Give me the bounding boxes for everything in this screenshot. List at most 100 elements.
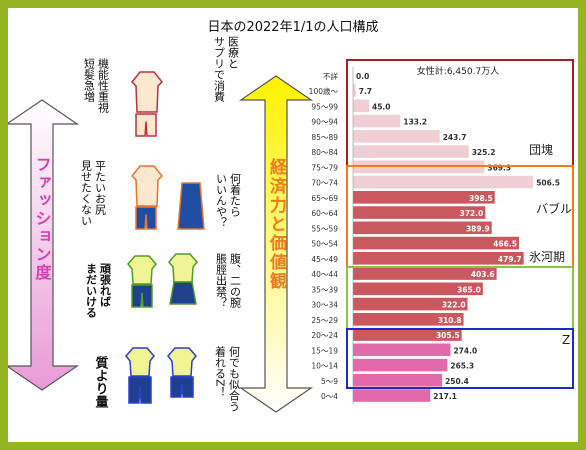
bar [353,297,468,311]
bar-value-label: 479.7 [498,255,522,264]
age-tick-label: 40～44 [311,270,338,279]
population-chart: 不詳 0.0 100歳～ 7.7 95～99 45.0 90～94 133.2 85～89 243… [8,36,574,413]
age-tick-label: 65～69 [311,194,338,203]
age-tick-label: 100歳～ [309,86,339,96]
group-label: バブル [536,201,572,216]
total-annotation: 女性計:6,450.7万人 [417,65,499,77]
bar-value-label: 217.1 [433,392,457,401]
bar [353,206,486,219]
long-skirt-figure [177,182,205,230]
age-tick-label: 60～64 [311,209,338,218]
short-pants-figure [128,376,152,404]
bar [353,313,464,326]
age-tick-label: 15～19 [311,346,338,355]
bar-value-label: 243.7 [443,133,467,142]
note-text: 質より量 [93,355,109,409]
bar [353,236,519,250]
note-text: 機能性重視 [97,57,110,114]
note-text: いいんや？ [215,173,228,228]
age-tick-label: 85～89 [311,133,338,142]
bar-value-label: 45.0 [372,102,391,111]
tank-top-figure [125,347,155,377]
bar-value-label: 322.0 [442,301,466,310]
bar-value-label: 7.7 [359,87,372,96]
bar-value-label: 274.0 [453,346,477,355]
fashion-axis-arrow [8,99,80,391]
bar [353,328,462,341]
age-tick-label: 45～49 [311,255,338,264]
economy-axis-label: 経済力と価値観 [266,157,288,291]
crop-top-figure [167,347,197,377]
bar [353,374,443,387]
age-tick-label: 55～59 [311,224,338,233]
age-tick-label: 30～34 [311,301,338,310]
bar-value-label: 365.0 [457,285,481,294]
pants-figure [135,113,157,137]
note-text: 何でも似合う [228,346,241,412]
bar-value-label: 0.0 [356,72,369,81]
hot-pants-figure [170,376,194,398]
bar-value-label: 133.2 [403,118,427,127]
note-text: 平たいお尻 [94,160,107,216]
economy-axis-arrow [238,75,314,413]
bar [353,221,492,235]
bar [353,99,370,113]
bar-value-label: 325.2 [472,148,496,157]
group-label: 氷河期 [529,250,565,264]
fashion-axis-label: ファッション度 [33,156,52,282]
chart-title: 日本の2022年1/1の人口構成 [207,20,379,35]
coat-figure [130,165,164,207]
bar [353,389,431,402]
bar [353,282,483,296]
age-tick-label: 20～24 [311,331,338,340]
bar [353,343,451,357]
long-cardigan-figure [130,71,164,113]
bar [353,252,524,265]
note-text: 短髪急増 [83,57,96,103]
group-label: Z [562,333,570,347]
age-tick-label: 5～9 [321,377,338,386]
note-text: まだいける [85,263,98,319]
bar-value-label: 369.3 [487,163,511,172]
bar-value-label: 305.5 [436,331,460,340]
bar-value-label: 310.8 [438,316,462,325]
bar [353,145,469,158]
bar [353,175,534,189]
bar-value-label: 398.5 [469,194,493,203]
note-text: サプリで消費 [213,36,226,102]
tshirt-figure [127,255,157,285]
bar-value-label: 265.3 [450,362,474,371]
blouse-figure [168,253,198,283]
bar-value-label: 250.4 [445,377,469,386]
note-text: 腹、二の腕 [229,252,242,309]
note-text: 何着たら [229,173,242,217]
bar [353,114,401,128]
age-tick-label: 75～79 [311,163,338,172]
age-tick-label: 70～74 [311,179,338,188]
shorts-figure [131,284,153,308]
bar [353,358,448,372]
mini-skirt-figure [169,281,197,305]
age-tick-label: 50～54 [311,240,338,249]
group-label: 団塊 [529,142,553,157]
note-text: 医療と [227,36,240,69]
age-tick-label: 25～29 [311,316,338,325]
bar-value-label: 466.5 [493,240,517,249]
group-box [346,328,574,389]
bar-value-label: 506.5 [536,179,560,188]
age-tick-label: 90～94 [311,118,338,127]
age-tick-label: 35～39 [311,285,338,294]
note-text: 脹脛出禁？ [215,253,228,308]
bar-value-label: 403.6 [471,270,495,279]
note-text: 頑張れば [99,263,113,308]
bar [353,267,497,280]
bar [353,84,356,97]
age-tick-label: 95～99 [311,102,338,111]
bar [353,191,495,204]
note-text: 着れるZ！ [214,345,227,398]
age-tick-label: 不詳 [323,71,338,81]
note-text: 見せたくない [80,160,93,226]
bar-value-label: 389.9 [466,224,490,233]
jeans-figure [135,206,157,230]
